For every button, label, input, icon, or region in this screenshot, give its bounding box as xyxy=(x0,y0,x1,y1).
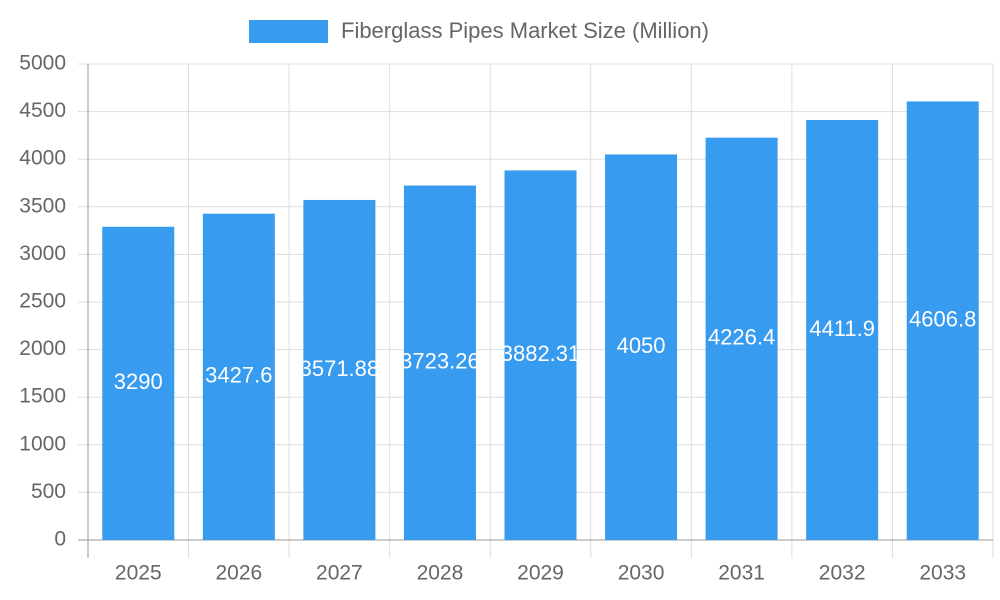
bar xyxy=(705,137,778,540)
y-tick-label: 3000 xyxy=(19,242,66,265)
y-tick-label: 500 xyxy=(31,480,66,503)
value-label: 3723.26 xyxy=(400,349,480,374)
x-tick-label: 2026 xyxy=(215,562,262,585)
x-tick-label: 2025 xyxy=(115,562,162,585)
y-tick-label: 1000 xyxy=(19,432,66,455)
value-label: 4226.4 xyxy=(708,325,775,350)
bar xyxy=(303,199,376,540)
bar xyxy=(504,170,577,540)
value-label: 3882.31 xyxy=(501,341,581,366)
value-label: 4050 xyxy=(617,333,666,358)
x-tick-label: 2027 xyxy=(316,562,363,585)
value-label: 4606.8 xyxy=(909,307,976,332)
x-tick-label: 2029 xyxy=(517,562,564,585)
y-tick-label: 2000 xyxy=(19,337,66,360)
bar xyxy=(806,119,879,540)
bar xyxy=(605,154,678,540)
value-label: 4411.9 xyxy=(809,316,875,341)
y-tick-label: 2500 xyxy=(19,290,66,313)
y-tick-label: 5000 xyxy=(19,52,66,75)
x-tick-label: 2030 xyxy=(618,562,665,585)
bar xyxy=(102,226,175,541)
bar xyxy=(403,185,476,540)
x-tick-label: 2028 xyxy=(417,562,464,585)
value-label: 3571.88 xyxy=(300,356,380,381)
x-tick-label: 2031 xyxy=(718,562,765,585)
y-tick-label: 4500 xyxy=(19,99,66,122)
value-label: 3290 xyxy=(114,369,163,394)
x-tick-label: 2032 xyxy=(819,562,866,585)
bar xyxy=(906,101,979,540)
legend-swatch xyxy=(249,20,328,43)
legend-label: Fiberglass Pipes Market Size (Million) xyxy=(341,18,709,43)
bar xyxy=(202,213,275,540)
y-tick-label: 0 xyxy=(54,528,66,551)
value-label: 3427.6 xyxy=(205,363,272,388)
x-tick-label: 2033 xyxy=(919,562,966,585)
y-tick-label: 3500 xyxy=(19,194,66,217)
y-tick-label: 4000 xyxy=(19,147,66,170)
y-tick-label: 1500 xyxy=(19,385,66,408)
